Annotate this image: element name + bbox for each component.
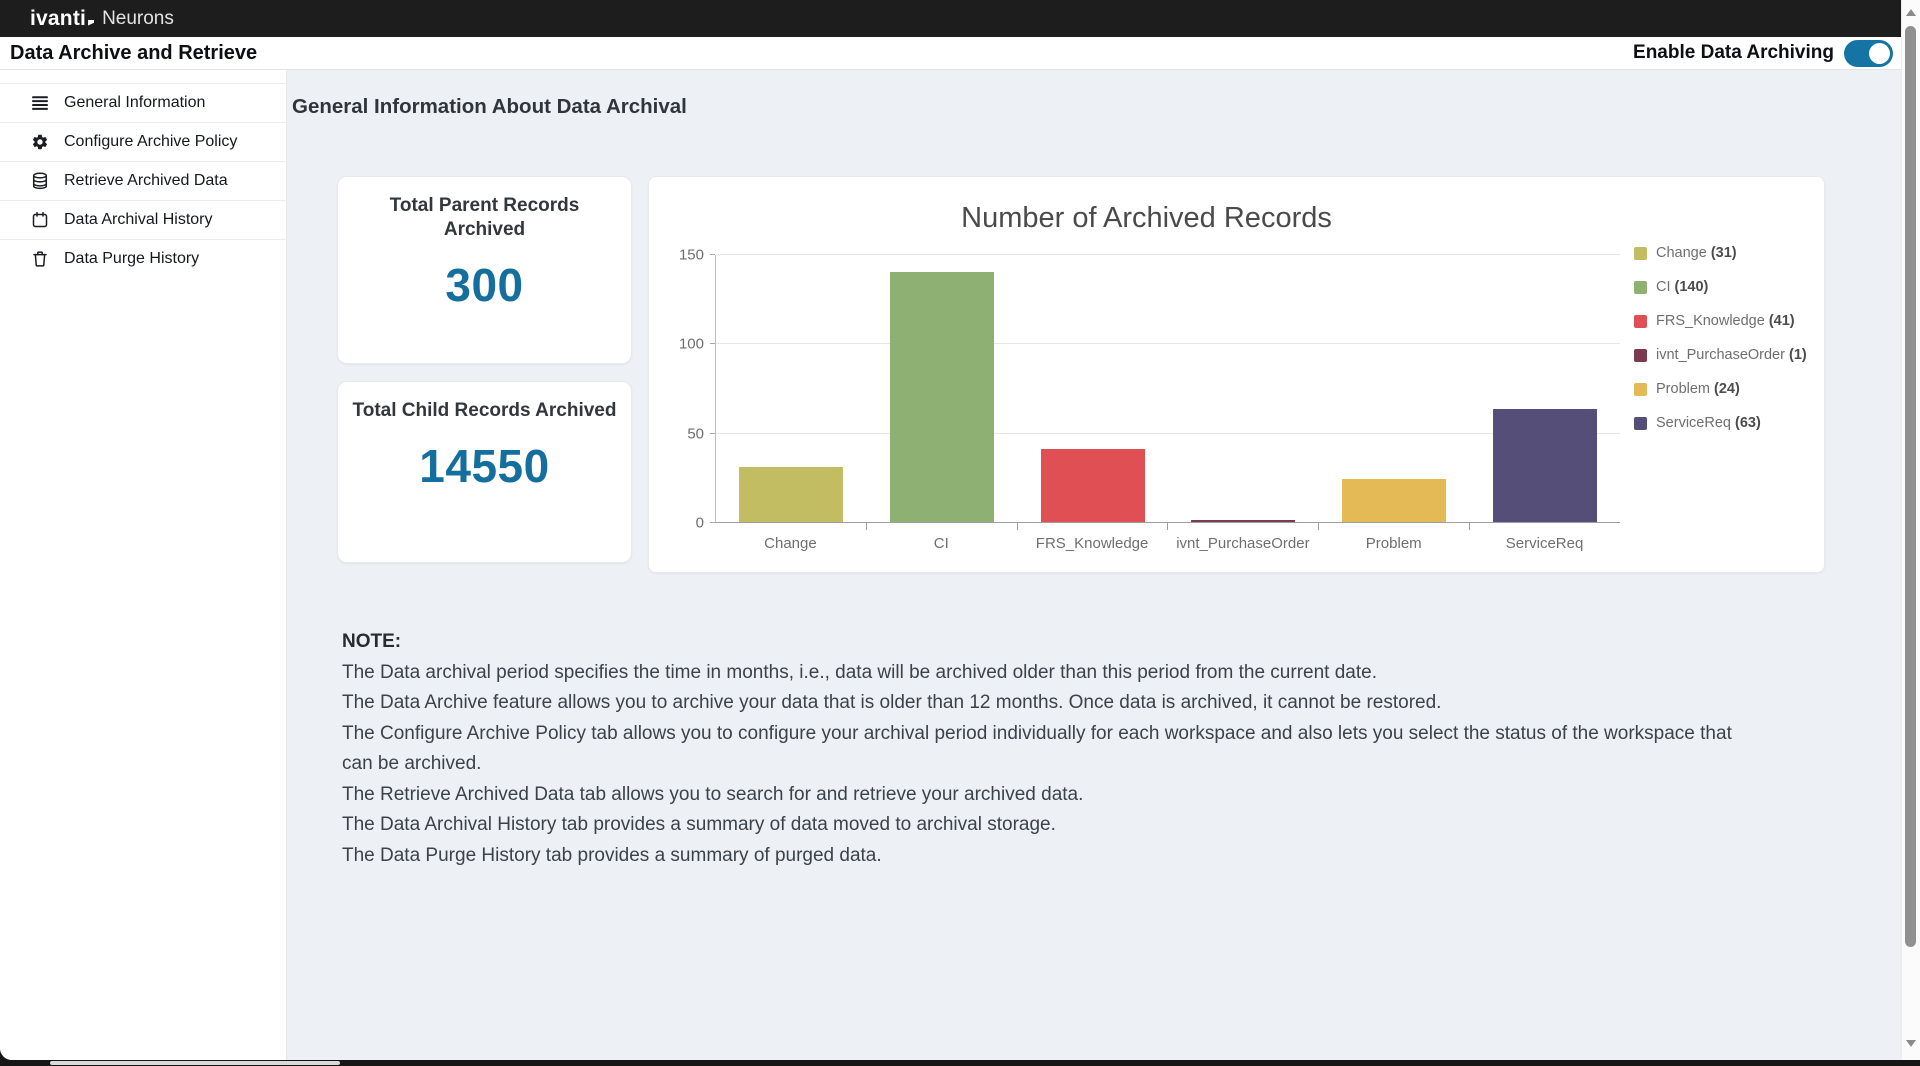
sidebar-item-general-information[interactable]: General Information [0, 83, 286, 122]
card-value: 14550 [419, 440, 550, 492]
sidebar-item-label: Data Purge History [64, 250, 200, 267]
x-tick-label: ivnt_PurchaseOrder [1167, 523, 1318, 552]
vertical-scrollbar[interactable] [1901, 0, 1920, 1060]
enable-archiving-label: Enable Data Archiving [1633, 42, 1834, 63]
database-icon [30, 172, 49, 191]
bar-Change[interactable] [739, 466, 844, 522]
ivanti-logo-mark [88, 19, 95, 26]
y-tick-label: 0 [695, 514, 704, 532]
card-value: 300 [445, 259, 524, 311]
scroll-down-arrow-icon[interactable] [1906, 1040, 1916, 1047]
y-axis: 0 50 100 150 [673, 247, 715, 532]
trash-icon [30, 250, 49, 269]
top-bar: ivanti Neurons [0, 0, 1901, 37]
bar-ServiceReq[interactable] [1492, 409, 1597, 522]
legend-item-Change[interactable]: Change (31) [1634, 245, 1800, 261]
legend-label: ServiceReq (63) [1656, 415, 1761, 431]
chart-title: Number of Archived Records [961, 202, 1332, 234]
y-tick-label: 50 [687, 425, 704, 443]
menu-icon [30, 94, 49, 113]
legend-label: Problem (24) [1656, 381, 1740, 397]
x-tick-label: ServiceReq [1469, 523, 1620, 552]
page-title: Data Archive and Retrieve [10, 41, 258, 64]
page-header: Data Archive and Retrieve Enable Data Ar… [0, 37, 1901, 70]
archived-records-chart-card: Number of Archived Records 0 50 100 150 Cha… [648, 176, 1825, 573]
gear-icon [30, 133, 49, 152]
horizontal-scrollbar-thumb[interactable] [50, 1061, 340, 1065]
legend-swatch [1634, 382, 1647, 396]
legend-swatch [1634, 348, 1647, 362]
note-line: The Data Archive feature allows you to a… [342, 692, 1442, 713]
note-heading: NOTE: [342, 631, 402, 652]
legend-label: ivnt_PurchaseOrder (1) [1656, 347, 1807, 363]
x-tick-label: CI [865, 523, 1017, 552]
ivanti-logo: ivanti [30, 6, 87, 30]
legend-label: CI (140) [1656, 279, 1709, 295]
calendar-icon [30, 211, 49, 230]
section-heading: General Information About Data Archival [292, 95, 687, 118]
sidebar-item-label: General Information [64, 94, 206, 111]
bar-CI[interactable] [890, 271, 994, 522]
x-tick-label: FRS_Knowledge [1016, 523, 1168, 552]
note-line: The Data Purge History tab provides a su… [342, 844, 882, 866]
legend-item-FRS_Knowledge[interactable]: FRS_Knowledge (41) [1634, 313, 1800, 329]
card-title: Total Parent Records Archived [389, 195, 580, 240]
sidebar-item-label: Data Archival History [64, 211, 213, 228]
x-tick-label: Change [764, 535, 817, 552]
note-line: The Configure Archive Policy tab allows … [342, 722, 1732, 775]
sidebar-item-label: Retrieve Archived Data [64, 172, 228, 189]
scroll-up-arrow-icon[interactable] [1906, 9, 1916, 16]
y-tick-label: 100 [678, 335, 704, 353]
legend-swatch [1634, 314, 1647, 328]
legend-swatch [1634, 416, 1647, 430]
horizontal-scrollbar[interactable] [0, 1060, 1920, 1066]
x-tick-label: Problem [1318, 523, 1469, 552]
legend-label: FRS_Knowledge (41) [1656, 313, 1795, 329]
bar-Problem[interactable] [1342, 479, 1446, 522]
total-parent-records-card: Total Parent Records Archived 300 [337, 176, 632, 364]
chart-legend: Change (31) CI (140) FRS_Knowledge (41) ivn… [1620, 197, 1807, 552]
total-child-records-card: Total Child Records Archived 14550 [337, 381, 632, 563]
x-axis-labels: Change CI FRS_Knowledge ivnt_PurchaseOrder P… [715, 523, 1620, 552]
legend-item-ServiceReq[interactable]: ServiceReq (63) [1634, 415, 1800, 431]
sidebar-item-data-purge-history[interactable]: Data Purge History [0, 239, 286, 278]
legend-item-Problem[interactable]: Problem (24) [1634, 381, 1800, 397]
enable-archiving-toggle[interactable] [1844, 39, 1893, 67]
note-line: The Data archival period specifies the t… [342, 661, 1377, 683]
card-title: Total Child Records Archived [352, 400, 617, 421]
sidebar-item-label: Configure Archive Policy [64, 133, 238, 150]
note-line: The Retrieve Archived Data tab allows yo… [342, 783, 1084, 805]
sidebar-item-retrieve-archived-data[interactable]: Retrieve Archived Data [0, 161, 286, 200]
bar-ivnt_PurchaseOrder[interactable] [1191, 520, 1296, 522]
sidebar-item-configure-archive-policy[interactable]: Configure Archive Policy [0, 122, 286, 161]
vertical-scrollbar-thumb[interactable] [1905, 26, 1916, 947]
bar-FRS_Knowledge[interactable] [1040, 448, 1145, 522]
chart-plot [715, 254, 1620, 523]
legend-swatch [1634, 246, 1647, 260]
note-section: NOTE: The Data archival period specifies… [342, 627, 1762, 871]
sidebar: General Information Configure Archive Po… [0, 70, 287, 1060]
y-tick-label: 150 [678, 246, 704, 264]
legend-label: Change (31) [1656, 245, 1737, 261]
legend-item-ivnt_PurchaseOrder[interactable]: ivnt_PurchaseOrder (1) [1634, 347, 1807, 363]
legend-item-CI[interactable]: CI (140) [1634, 279, 1800, 295]
product-name: Neurons [102, 7, 174, 29]
note-line: The Data Archival History tab provides a… [342, 814, 1056, 835]
sidebar-item-data-archival-history[interactable]: Data Archival History [0, 200, 286, 239]
legend-swatch [1634, 280, 1647, 294]
main-content: General Information About Data Archival … [287, 70, 1901, 1060]
toggle-knob [1869, 42, 1890, 64]
